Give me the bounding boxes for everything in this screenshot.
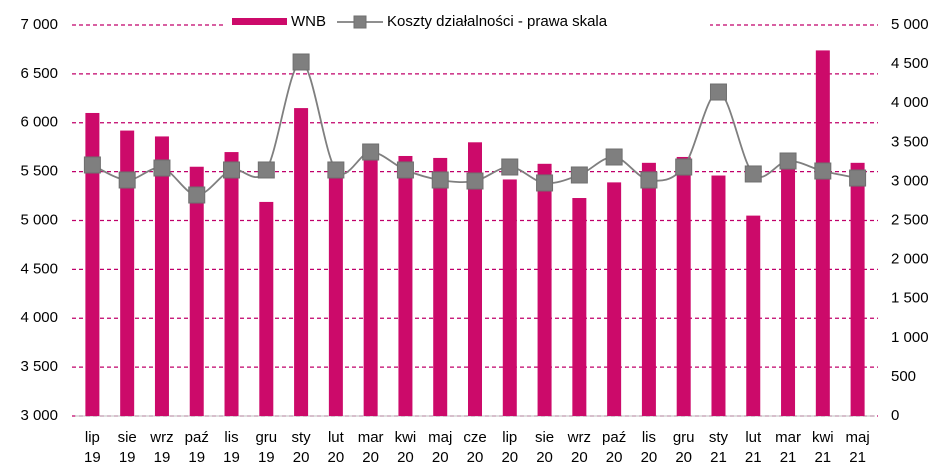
y2-tick-label: 1 000 (891, 329, 929, 346)
bar (850, 162, 865, 416)
bar (815, 50, 830, 416)
bar (294, 108, 309, 417)
y2-tick-label: 5 000 (891, 16, 929, 33)
bar (433, 157, 448, 416)
bar (746, 215, 761, 416)
x-tick-label: sie 19 (117, 429, 137, 466)
bar (363, 154, 378, 416)
bar (328, 171, 343, 416)
bar (572, 198, 587, 416)
y2-tick-label: 0 (891, 407, 899, 424)
marker (744, 165, 762, 183)
y-tick-label: 5 000 (20, 211, 58, 228)
y2-tick-label: 4 500 (891, 55, 929, 72)
bar (85, 112, 100, 416)
legend-swatch (353, 15, 367, 29)
x-tick-label: sie 20 (534, 429, 555, 466)
x-tick-label: paź 19 (184, 429, 209, 466)
bar (781, 161, 796, 416)
x-tick-label: paź 20 (602, 429, 627, 466)
x-tick-label: kwi 21 (811, 429, 834, 466)
marker (536, 174, 554, 192)
x-tick-label: cze 20 (463, 429, 487, 466)
x-tick-label: lis 19 (223, 429, 240, 466)
x-tick-label: lip 20 (501, 429, 519, 466)
legend-label: Koszty działalności - prawa skala (387, 13, 608, 30)
y2-tick-label: 2 000 (891, 251, 929, 268)
bar (676, 156, 691, 416)
y2-tick-label: 2 500 (891, 211, 929, 228)
marker (257, 161, 275, 179)
marker (779, 152, 797, 170)
x-tick-label: maj 21 (845, 429, 870, 466)
marker (223, 161, 241, 179)
x-tick-label: lip 19 (84, 429, 101, 466)
bar (120, 130, 135, 416)
x-tick-label: lut 21 (744, 429, 762, 466)
x-tick-label: lis 20 (640, 429, 658, 466)
bar (189, 166, 204, 416)
x-tick-label: maj 20 (428, 429, 453, 466)
x-tick-label: sty 21 (708, 429, 729, 466)
bar (537, 163, 552, 416)
y-tick-label: 3 500 (20, 358, 58, 375)
y2-tick-label: 3 500 (891, 133, 929, 150)
y-tick-label: 4 000 (20, 309, 58, 326)
marker (396, 161, 414, 179)
marker (188, 186, 206, 204)
bar (224, 152, 239, 416)
legend-background (226, 10, 710, 38)
x-tick-label: mar 20 (357, 429, 384, 466)
marker (849, 169, 867, 187)
x-tick-label: wrz 20 (567, 429, 591, 466)
marker (466, 172, 484, 190)
marker (292, 53, 310, 71)
x-tick-label: gru 19 (255, 429, 278, 466)
bar (259, 201, 274, 416)
marker (362, 143, 380, 161)
marker (814, 162, 832, 180)
x-tick-label: gru 20 (672, 429, 695, 466)
marker (153, 159, 171, 177)
bar (468, 142, 482, 417)
bar (502, 179, 517, 416)
y2-tick-label: 1 500 (891, 290, 929, 307)
marker (501, 158, 519, 176)
y-tick-label: 7 000 (20, 16, 58, 33)
y-tick-label: 5 500 (20, 163, 58, 180)
y-tick-label: 3 000 (20, 407, 58, 424)
bar (641, 162, 656, 416)
bar (711, 175, 726, 416)
bar (154, 136, 169, 416)
marker (118, 171, 136, 189)
marker (709, 83, 727, 101)
legend-swatch (232, 18, 287, 25)
marker (605, 148, 623, 166)
marker (431, 171, 449, 189)
marker (675, 158, 693, 176)
bar (398, 155, 413, 417)
y-tick-label: 6 500 (20, 65, 58, 82)
y2-tick-label: 4 000 (891, 94, 929, 111)
marker (640, 171, 658, 189)
x-tick-label: kwi 20 (394, 429, 417, 466)
y2-tick-label: 500 (891, 368, 916, 385)
y-tick-label: 4 500 (20, 260, 58, 277)
legend-label: WNB (291, 13, 326, 30)
x-tick-label: wrz 19 (150, 429, 174, 466)
bar (607, 182, 622, 416)
y2-tick-label: 3 000 (891, 172, 929, 189)
x-tick-label: mar 21 (775, 429, 801, 466)
x-tick-label: lut 20 (327, 429, 345, 466)
marker (570, 166, 588, 184)
y-tick-label: 6 000 (20, 114, 58, 131)
x-tick-label: sty 20 (291, 429, 311, 466)
marker (327, 161, 345, 179)
marker (83, 156, 101, 174)
